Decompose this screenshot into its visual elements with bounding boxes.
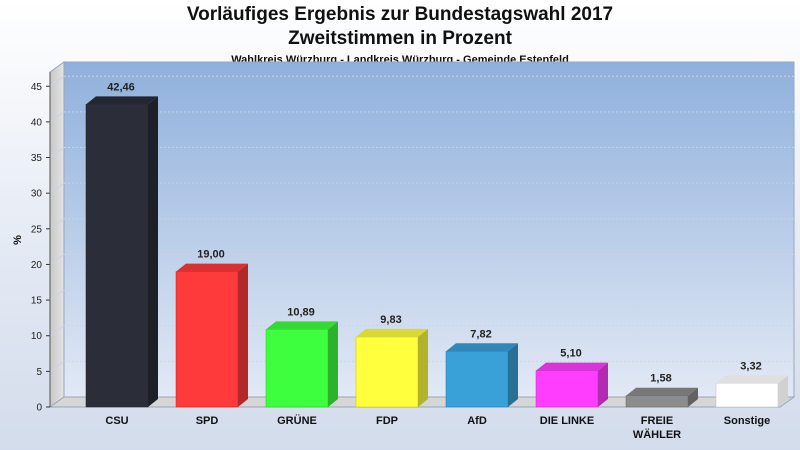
y-tick-label: 0 xyxy=(36,403,42,414)
bar-afd xyxy=(445,351,509,408)
chart-title-line2: Zweitstimmen in Prozent xyxy=(288,28,512,49)
bar-top xyxy=(536,362,608,371)
bar-die-linke xyxy=(535,370,599,408)
gridline-side xyxy=(49,360,65,372)
bar-sonstige xyxy=(715,383,779,408)
bar-csu xyxy=(85,104,149,408)
bar-spd xyxy=(175,271,239,408)
bar-value-label: 9,83 xyxy=(380,314,401,326)
x-tick-label: AfD xyxy=(467,415,487,427)
bar-value-label: 7,82 xyxy=(470,328,491,340)
x-tick-label: FREIE xyxy=(641,415,673,427)
bar-fdp xyxy=(355,336,419,408)
x-tick-label: DIE LINKE xyxy=(540,415,594,427)
x-tick-label: Sonstige xyxy=(724,415,770,427)
x-tick-label: CSU xyxy=(105,415,128,427)
bar-top xyxy=(86,96,158,105)
x-tick-label-line2: WÄHLER xyxy=(633,428,681,441)
bar-top xyxy=(356,328,428,337)
bar-side xyxy=(508,343,518,407)
y-axis-label: % xyxy=(12,235,24,245)
bar-value-label: 10,89 xyxy=(287,306,315,318)
bar-side xyxy=(148,96,158,408)
y-tick-label: 40 xyxy=(31,117,43,128)
bar-side xyxy=(598,362,608,407)
bar-side xyxy=(688,387,698,407)
bar-top xyxy=(716,375,788,384)
y-tick-label: 15 xyxy=(31,296,43,307)
y-tick-label: 25 xyxy=(31,224,43,235)
chart-title: Vorläufiges Ergebnis zur Bundestagswahl … xyxy=(186,4,614,25)
bar-side xyxy=(778,375,788,407)
bar-value-label: 42,46 xyxy=(107,81,135,93)
bar-top xyxy=(446,343,518,352)
y-tick-label: 35 xyxy=(31,153,43,164)
gridline-side xyxy=(49,254,65,265)
bar-value-label: 19,00 xyxy=(197,249,225,261)
x-tick-label: SPD xyxy=(196,415,219,427)
gridline-side xyxy=(49,289,65,301)
gridline-side xyxy=(49,111,65,123)
bar-top xyxy=(266,321,338,330)
y-tick-label: 45 xyxy=(31,82,43,93)
gridline-side xyxy=(49,75,65,87)
bar-value-label: 1,58 xyxy=(650,373,671,385)
gridline-side xyxy=(49,218,65,230)
y-tick-label: 10 xyxy=(31,331,43,342)
gridline-side xyxy=(49,147,65,158)
y-tick-label: 5 xyxy=(36,367,42,378)
y-tick-label: 30 xyxy=(31,189,43,200)
bar-top xyxy=(176,263,248,272)
bar-freie xyxy=(625,395,689,408)
bar-value-label: 5,10 xyxy=(560,348,581,360)
x-tick-label: FDP xyxy=(376,415,398,427)
bar-side xyxy=(328,321,338,407)
bar-side xyxy=(418,328,428,407)
bar-top xyxy=(626,387,698,396)
gridline-side xyxy=(49,325,65,337)
bar-grüne xyxy=(265,329,329,408)
y-tick-label: 20 xyxy=(31,260,43,271)
bar-side xyxy=(238,263,248,407)
x-tick-label: GRÜNE xyxy=(277,414,317,427)
bar-value-label: 3,32 xyxy=(740,360,761,372)
gridline-side xyxy=(49,182,65,194)
